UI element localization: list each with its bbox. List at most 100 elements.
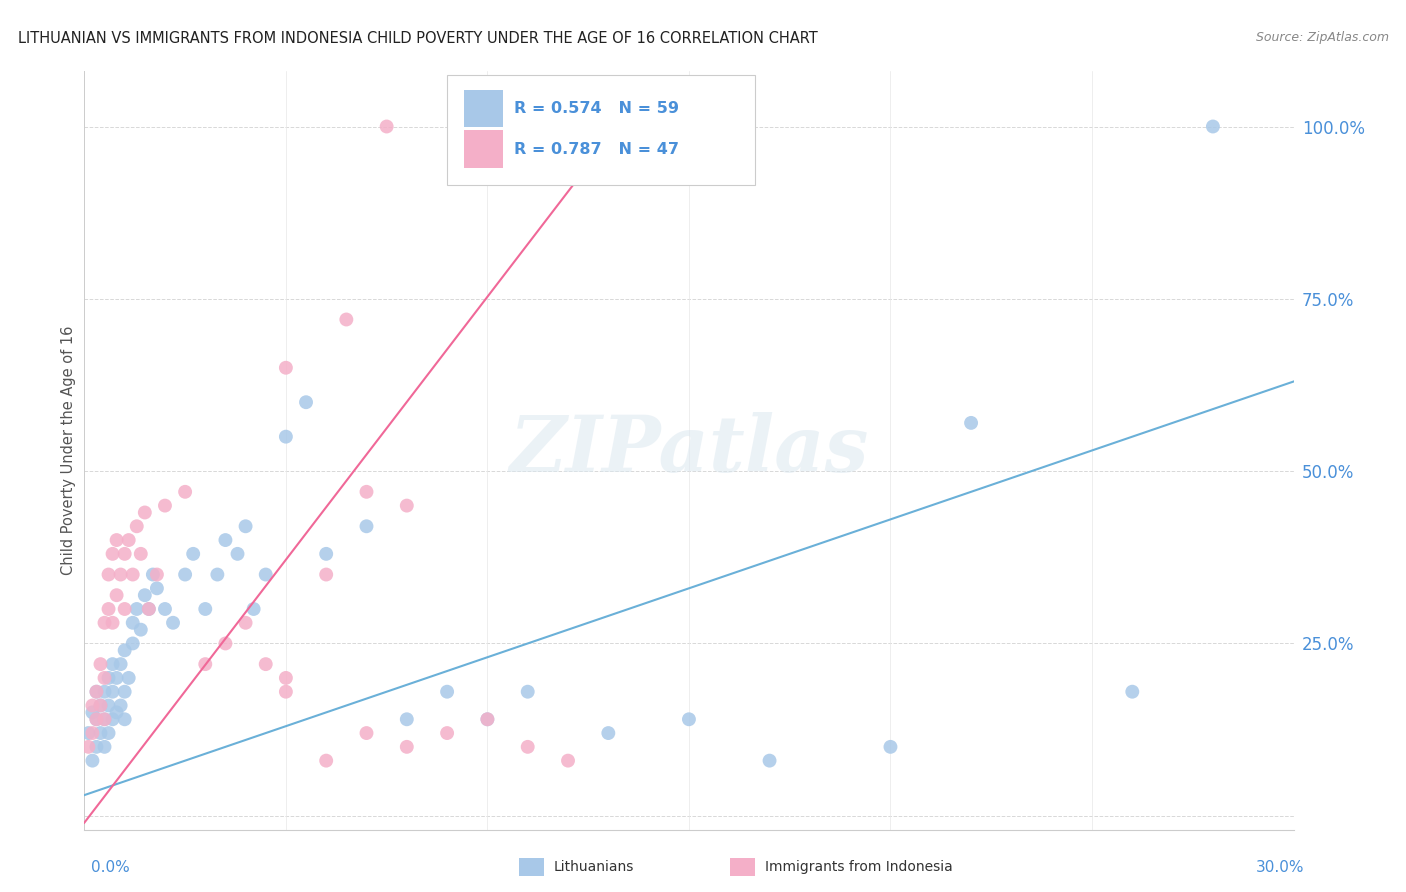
Point [214, 636, 236, 650]
Point [356, 519, 378, 533]
Point [121, 567, 143, 582]
Point [89, 726, 111, 740]
Point [114, 712, 136, 726]
Point [214, 533, 236, 547]
Point [395, 712, 418, 726]
Point [93, 671, 115, 685]
Point [105, 533, 128, 547]
Point [114, 602, 136, 616]
Point [86, 712, 108, 726]
Point [598, 726, 620, 740]
Point [146, 582, 169, 596]
FancyBboxPatch shape [464, 89, 503, 128]
Point [254, 567, 277, 582]
Point [114, 547, 136, 561]
Point [82, 698, 104, 713]
Point [557, 754, 579, 768]
Point [86, 739, 108, 754]
Point [101, 684, 124, 698]
Point [436, 726, 458, 740]
Point [129, 623, 152, 637]
Point [82, 726, 104, 740]
Point [121, 615, 143, 630]
Text: Immigrants from Indonesia: Immigrants from Indonesia [765, 860, 953, 874]
Point [105, 588, 128, 602]
Point [274, 684, 297, 698]
Text: 0.0%: 0.0% [91, 860, 131, 874]
Point [93, 684, 115, 698]
Point [960, 416, 983, 430]
Point [879, 739, 901, 754]
Point [110, 657, 132, 672]
Point [274, 430, 297, 444]
Point [89, 657, 111, 672]
Point [134, 588, 156, 602]
Point [105, 706, 128, 720]
Point [82, 706, 104, 720]
Point [101, 547, 124, 561]
Point [138, 602, 160, 616]
Point [477, 712, 499, 726]
Point [93, 739, 115, 754]
Point [121, 636, 143, 650]
Point [110, 567, 132, 582]
Point [97, 602, 120, 616]
Point [1121, 684, 1143, 698]
Point [758, 754, 780, 768]
Text: Lithuanians: Lithuanians [554, 860, 634, 874]
Point [82, 754, 104, 768]
Point [93, 712, 115, 726]
Point [274, 360, 297, 375]
Point [77, 739, 100, 754]
Point [226, 547, 249, 561]
Point [134, 506, 156, 520]
Point [254, 657, 277, 672]
Point [110, 698, 132, 713]
Point [114, 643, 136, 657]
Point [174, 567, 197, 582]
Point [97, 671, 120, 685]
Text: R = 0.787   N = 47: R = 0.787 N = 47 [513, 142, 679, 157]
Point [114, 684, 136, 698]
Point [97, 726, 120, 740]
Point [162, 615, 184, 630]
Point [335, 312, 357, 326]
Point [86, 684, 108, 698]
Point [194, 657, 217, 672]
Point [89, 698, 111, 713]
Point [86, 684, 108, 698]
Point [315, 567, 337, 582]
Point [93, 712, 115, 726]
Point [89, 698, 111, 713]
Point [181, 547, 204, 561]
Point [356, 484, 378, 499]
FancyBboxPatch shape [447, 75, 755, 186]
Point [395, 739, 418, 754]
Point [153, 602, 176, 616]
Text: Source: ZipAtlas.com: Source: ZipAtlas.com [1256, 31, 1389, 45]
Point [101, 615, 124, 630]
Point [235, 519, 257, 533]
Point [516, 739, 538, 754]
Point [395, 499, 418, 513]
Point [146, 567, 169, 582]
Point [194, 602, 217, 616]
Point [235, 615, 257, 630]
Point [174, 484, 197, 499]
Point [97, 567, 120, 582]
Point [678, 712, 700, 726]
Text: LITHUANIAN VS IMMIGRANTS FROM INDONESIA CHILD POVERTY UNDER THE AGE OF 16 CORREL: LITHUANIAN VS IMMIGRANTS FROM INDONESIA … [18, 31, 818, 46]
Point [101, 657, 124, 672]
Point [129, 547, 152, 561]
Text: R = 0.574   N = 59: R = 0.574 N = 59 [513, 101, 679, 116]
Point [77, 726, 100, 740]
Point [1202, 120, 1225, 134]
Point [436, 684, 458, 698]
Point [118, 533, 141, 547]
Point [118, 671, 141, 685]
Y-axis label: Child Poverty Under the Age of 16: Child Poverty Under the Age of 16 [60, 326, 76, 575]
Point [93, 615, 115, 630]
Point [315, 754, 337, 768]
Point [375, 120, 398, 134]
Point [207, 567, 229, 582]
